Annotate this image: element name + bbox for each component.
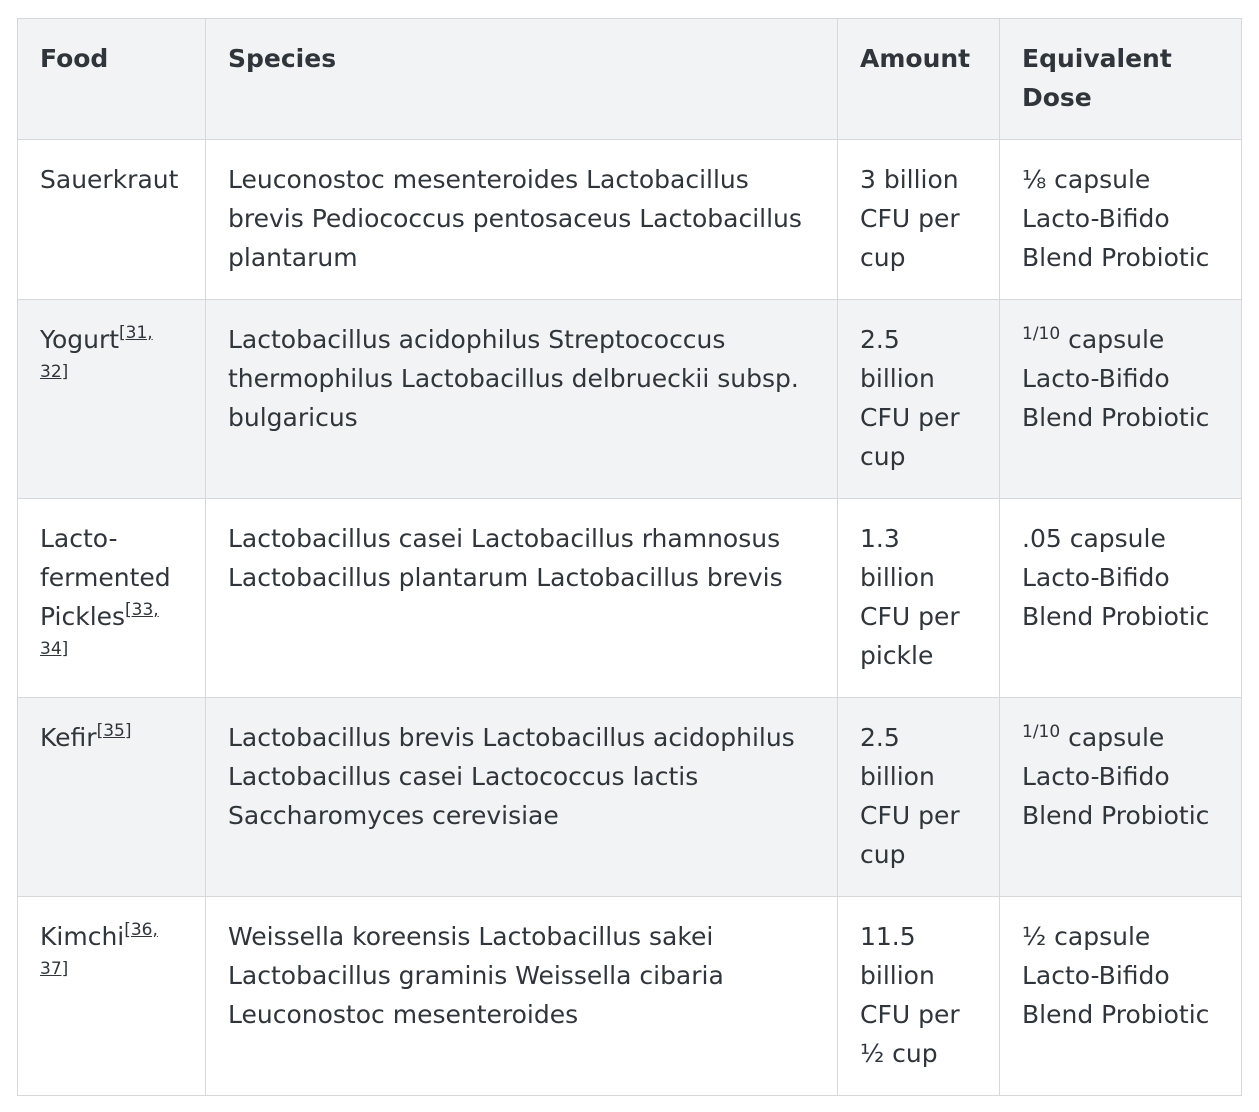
dose-cell: ½ capsule Lacto-Bifido Blend Probiotic: [999, 896, 1242, 1096]
food-name: Sauerkraut: [40, 165, 179, 194]
species-cell: Lactobacillus brevis Lactobacillus acido…: [205, 697, 838, 897]
food-name: Lacto-fermented Pickles: [40, 524, 171, 631]
dose-fraction: 1/10: [1022, 722, 1061, 742]
dose-cell: ⅛ capsule Lacto-Bifido Blend Probiotic: [999, 139, 1242, 300]
dose-text: capsule Lacto-Bifido Blend Probiotic: [1022, 325, 1210, 432]
dose-fraction: 1/10: [1022, 324, 1061, 344]
table-row: Kefir[35] Lactobacillus brevis Lactobaci…: [17, 697, 1242, 897]
header-equivalent-dose: Equivalent Dose: [999, 18, 1242, 140]
food-name: Yogurt: [40, 325, 120, 354]
probiotic-foods-table: Food Species Amount Equivalent Dose Saue…: [17, 18, 1242, 1096]
table-row: Yogurt[31, 32] Lactobacillus acidophilus…: [17, 299, 1242, 499]
citation-link[interactable]: [33, 34]: [40, 600, 159, 659]
dose-text: ½ capsule Lacto-Bifido Blend Probiotic: [1022, 922, 1210, 1029]
table-row: Sauerkraut Leuconostoc mesenteroides Lac…: [17, 139, 1242, 300]
amount-cell: 1.3 billion CFU per pickle: [837, 498, 1000, 698]
food-cell: Sauerkraut: [17, 139, 206, 300]
species-cell: Lactobacillus acidophilus Streptococcus …: [205, 299, 838, 499]
dose-text: .05 capsule Lacto-Bifido Blend Probiotic: [1022, 524, 1210, 631]
citation-link[interactable]: [35]: [96, 721, 132, 741]
dose-text: ⅛ capsule Lacto-Bifido Blend Probiotic: [1022, 165, 1210, 272]
table-row: Lacto-fermented Pickles[33, 34] Lactobac…: [17, 498, 1242, 698]
dose-cell: .05 capsule Lacto-Bifido Blend Probiotic: [999, 498, 1242, 698]
food-name: Kimchi: [40, 922, 125, 951]
amount-cell: 3 billion CFU per cup: [837, 139, 1000, 300]
food-name: Kefir: [40, 723, 97, 752]
header-food: Food: [17, 18, 206, 140]
dose-cell: 1/10 capsule Lacto-Bifido Blend Probioti…: [999, 299, 1242, 499]
species-cell: Lactobacillus casei Lactobacillus rhamno…: [205, 498, 838, 698]
header-amount: Amount: [837, 18, 1000, 140]
header-species: Species: [205, 18, 838, 140]
table-header-row: Food Species Amount Equivalent Dose: [17, 18, 1242, 140]
citation-link[interactable]: [36, 37]: [40, 920, 158, 979]
amount-cell: 11.5 billion CFU per ½ cup: [837, 896, 1000, 1096]
dose-text: capsule Lacto-Bifido Blend Probiotic: [1022, 723, 1210, 830]
species-cell: Leuconostoc mesenteroides Lactobacillus …: [205, 139, 838, 300]
dose-cell: 1/10 capsule Lacto-Bifido Blend Probioti…: [999, 697, 1242, 897]
amount-cell: 2.5 billion CFU per cup: [837, 299, 1000, 499]
food-cell: Yogurt[31, 32]: [17, 299, 206, 499]
table-row: Kimchi[36, 37] Weissella koreensis Lacto…: [17, 896, 1242, 1096]
amount-cell: 2.5 billion CFU per cup: [837, 697, 1000, 897]
food-cell: Kimchi[36, 37]: [17, 896, 206, 1096]
species-cell: Weissella koreensis Lactobacillus sakei …: [205, 896, 838, 1096]
food-cell: Kefir[35]: [17, 697, 206, 897]
food-cell: Lacto-fermented Pickles[33, 34]: [17, 498, 206, 698]
citation-link[interactable]: [31, 32]: [40, 323, 153, 382]
